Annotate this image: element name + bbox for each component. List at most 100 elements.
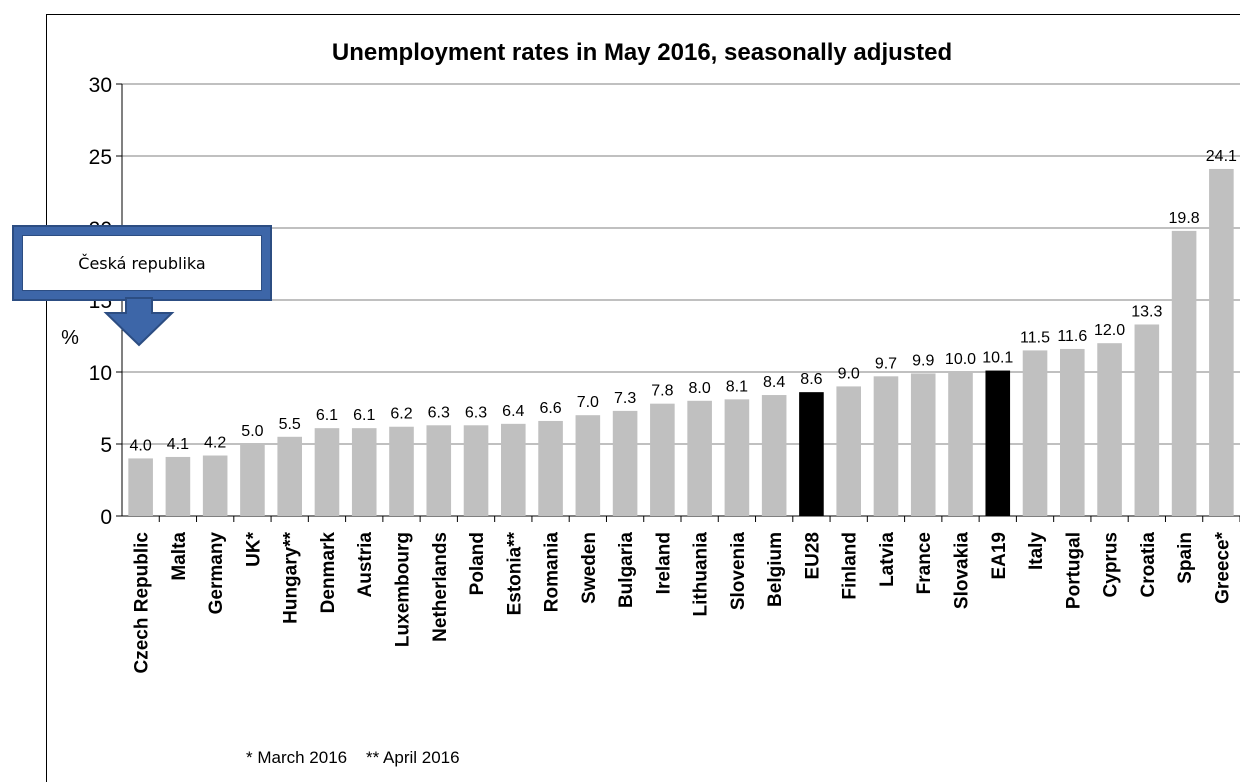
x-tick-label: Latvia <box>877 532 898 587</box>
bar <box>985 370 1011 516</box>
data-label: 12.0 <box>1094 322 1125 339</box>
chart-title: Unemployment rates in May 2016, seasonal… <box>332 39 952 66</box>
bar <box>761 395 787 516</box>
data-label: 8.1 <box>726 378 748 395</box>
bar <box>1209 168 1234 516</box>
footnote: * March 2016 ** April 2016 <box>246 748 460 767</box>
data-label: 5.5 <box>279 416 301 433</box>
x-tick-label: Croatia <box>1138 532 1159 598</box>
data-label: 10.0 <box>945 351 976 368</box>
x-tick-label: EA19 <box>989 532 1010 580</box>
bar <box>426 425 452 516</box>
y-tick-label: 10 <box>89 362 112 385</box>
data-label: 10.1 <box>982 350 1013 367</box>
x-tick-label: Bulgaria <box>616 532 637 608</box>
data-label: 6.1 <box>316 407 338 424</box>
bar <box>1060 348 1085 516</box>
x-tick-label: Luxembourg <box>393 532 414 647</box>
bar <box>948 372 973 516</box>
data-label: 8.0 <box>689 380 711 397</box>
bar <box>836 386 861 516</box>
x-tick-label: Czech Republic <box>132 532 153 674</box>
y-axis-label: % <box>61 327 79 349</box>
x-tick-label: Denmark <box>318 532 339 614</box>
x-tick-label: Spain <box>1175 532 1196 584</box>
data-label: 9.9 <box>912 352 934 369</box>
data-label: 7.3 <box>614 390 636 407</box>
x-tick-label: Italy <box>1026 532 1047 570</box>
x-tick-label: Portugal <box>1063 532 1084 609</box>
bar <box>501 423 526 516</box>
x-tick-label: Greece* <box>1212 531 1233 603</box>
bar <box>724 399 750 516</box>
y-tick-label: 0 <box>100 506 112 529</box>
x-tick-label: Belgium <box>765 532 786 607</box>
bar <box>165 456 191 516</box>
data-label: 6.1 <box>353 407 375 424</box>
bar <box>351 428 377 516</box>
bar <box>128 458 153 516</box>
data-label: 6.2 <box>390 406 412 423</box>
data-label: 11.5 <box>1020 329 1050 346</box>
x-tick-label: Finland <box>840 532 861 600</box>
data-label: 11.6 <box>1057 328 1087 345</box>
data-label: 6.4 <box>502 403 524 420</box>
bar <box>650 403 675 516</box>
bar <box>240 444 265 516</box>
y-tick-label: 5 <box>100 434 112 457</box>
chart-frame <box>46 14 1240 782</box>
data-label: 8.4 <box>763 374 785 391</box>
x-tick-label: Hungary** <box>281 531 302 623</box>
bar <box>1134 324 1160 516</box>
x-tick-label: Sweden <box>579 532 600 604</box>
data-label: 4.0 <box>130 437 152 454</box>
data-label: 6.3 <box>428 404 450 421</box>
x-tick-label: Estonia** <box>504 531 525 615</box>
callout-label: Česká republika <box>22 235 262 291</box>
x-tick-label: Poland <box>467 532 488 595</box>
x-tick-label: Austria <box>355 532 376 598</box>
bar <box>687 400 712 516</box>
data-label: 5.0 <box>241 423 263 440</box>
y-tick-label: 25 <box>89 146 112 169</box>
x-tick-label: UK* <box>243 531 264 566</box>
data-label: 7.0 <box>577 394 599 411</box>
x-tick-label: Netherlands <box>430 532 451 642</box>
bar <box>389 426 414 516</box>
callout-box: Česká republika <box>12 225 272 301</box>
data-label: 6.6 <box>539 400 561 417</box>
bar <box>463 425 489 516</box>
data-label: 7.8 <box>651 383 673 400</box>
x-tick-label: Romania <box>542 532 563 613</box>
bar <box>575 415 601 516</box>
data-label: 6.3 <box>465 404 487 421</box>
bar <box>799 392 824 516</box>
bar <box>314 428 340 516</box>
data-label: 9.0 <box>838 365 860 382</box>
data-label: 4.2 <box>204 435 226 452</box>
x-tick-label: Slovakia <box>952 532 973 610</box>
bar <box>612 410 638 516</box>
x-tick-label: Slovenia <box>728 532 749 611</box>
bar <box>202 455 228 516</box>
data-label: 13.3 <box>1131 303 1162 320</box>
data-label: 19.8 <box>1169 210 1200 227</box>
data-label: 24.1 <box>1206 148 1237 165</box>
bar <box>277 436 302 516</box>
data-label: 9.7 <box>875 355 897 372</box>
bar <box>1022 350 1048 516</box>
x-tick-label: EU28 <box>802 532 823 580</box>
x-tick-label: Germany <box>206 532 227 615</box>
x-tick-label: Lithuania <box>691 532 712 617</box>
bar <box>1097 343 1122 516</box>
data-label: 8.6 <box>800 371 822 388</box>
x-tick-label: Cyprus <box>1101 532 1122 597</box>
y-tick-label: 30 <box>89 74 112 97</box>
x-tick-label: Malta <box>169 532 190 581</box>
bar <box>910 373 936 516</box>
x-tick-label: Ireland <box>653 532 674 594</box>
x-tick-label: France <box>914 532 935 594</box>
bar <box>538 420 563 516</box>
bar <box>1171 230 1197 516</box>
